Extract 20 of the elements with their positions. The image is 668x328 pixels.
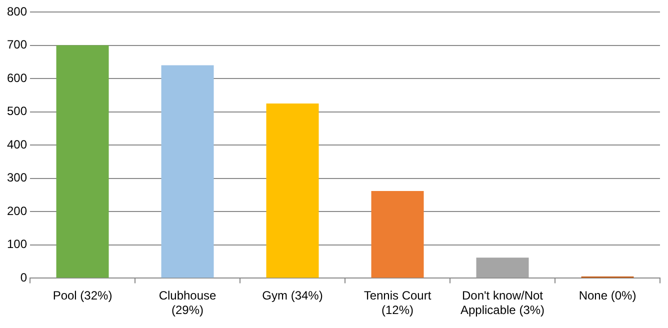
- y-tick-label: 600: [6, 70, 28, 85]
- y-tick-label: 500: [6, 104, 28, 118]
- x-tick-label: None (0%): [578, 288, 636, 303]
- y-tick-label: 800: [6, 4, 28, 18]
- x-tick-label: Pool (32%): [52, 288, 112, 303]
- y-tick-label: 0: [20, 270, 28, 285]
- x-tick-label: Gym (34%): [262, 288, 323, 303]
- bar: [266, 104, 319, 278]
- y-tick-label: 400: [6, 137, 28, 152]
- y-tick-label: 200: [6, 204, 28, 218]
- x-tick-label: Tennis Court (12%): [364, 288, 432, 318]
- bar: [161, 65, 214, 278]
- y-tick-label: 100: [6, 237, 28, 252]
- x-tick-label: Don't know/Not Applicable (3%): [460, 288, 545, 318]
- bar: [371, 191, 424, 278]
- bar: [476, 258, 529, 278]
- y-tick-label: 300: [6, 170, 28, 185]
- bar: [56, 45, 109, 278]
- y-tick-label: 700: [6, 38, 28, 52]
- x-tick-label: Clubhouse (29%): [158, 288, 217, 318]
